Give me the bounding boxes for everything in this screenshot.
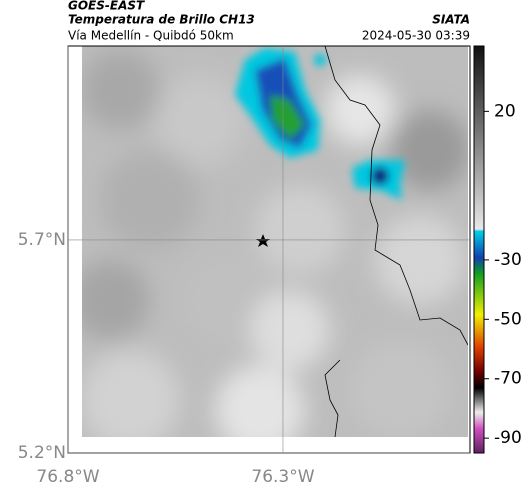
colorbar-tick-label: 20 xyxy=(494,101,516,121)
y-tick-label: 5.2°N xyxy=(18,443,66,463)
route: Vía Medellín - Quibdó 50km xyxy=(68,29,234,43)
subtitle: Temperatura de Brillo CH13 xyxy=(68,13,255,27)
colorbar-tick-label: -90 xyxy=(494,428,522,448)
y-tick-label: 5.7°N xyxy=(18,230,66,250)
source: SIATA xyxy=(432,13,470,27)
satellite-image xyxy=(82,46,468,437)
colorbar-tick-label: -30 xyxy=(494,250,522,270)
x-tick-label: 76.3°W xyxy=(251,467,314,487)
title: GOES-EAST xyxy=(68,0,145,13)
x-tick-label: 76.8°W xyxy=(36,467,99,487)
colorbar xyxy=(473,45,485,454)
colorbar-tick-label: -70 xyxy=(494,369,522,389)
colorbar-tick-label: -50 xyxy=(494,309,522,329)
location-marker xyxy=(256,234,270,247)
timestamp: 2024-05-30 03:39 xyxy=(362,29,470,43)
